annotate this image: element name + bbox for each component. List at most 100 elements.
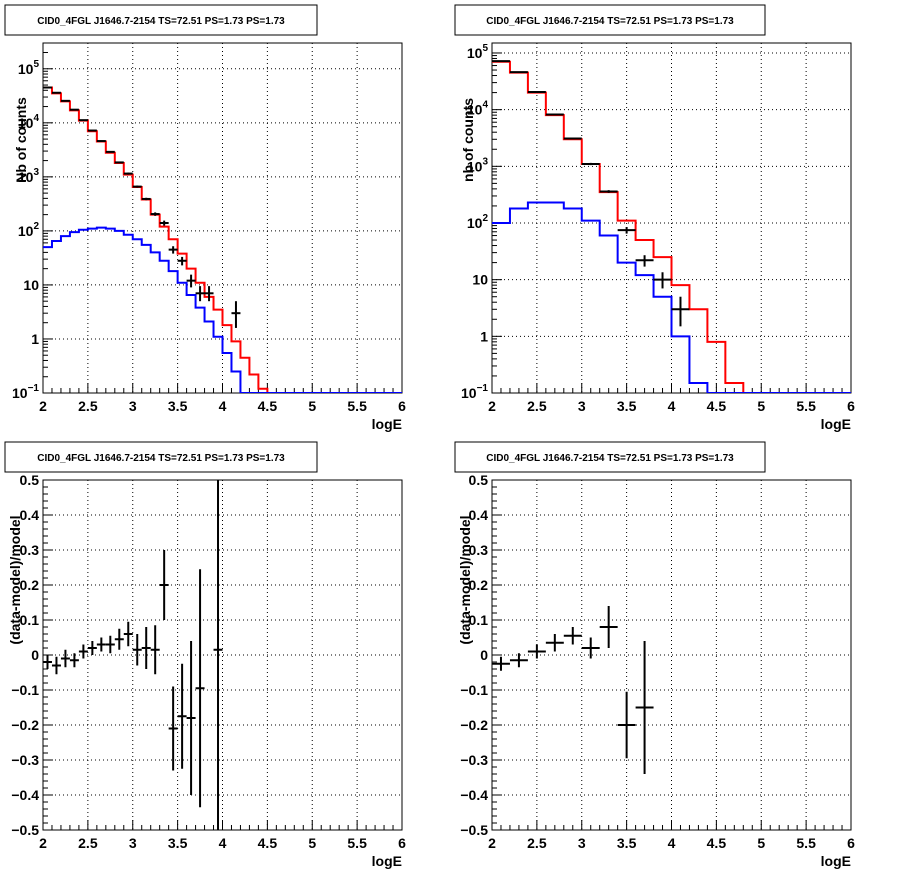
x-tick-label: 3.5 (617, 835, 637, 851)
plot-frame (42, 479, 403, 831)
y-tick-base: 10 (18, 61, 34, 77)
data-point (186, 274, 196, 288)
x-tick-label: 2.5 (527, 835, 547, 851)
data-point (168, 246, 178, 254)
x-tick-label: 5 (757, 835, 765, 851)
plot-frame (42, 42, 403, 394)
x-tick-label: 2.5 (78, 835, 98, 851)
plot-frame (491, 42, 852, 394)
chart-panel-2: 2 2.5 3 3.5 4 4.5 5 5.5 610−1110102103104105logE… (454, 4, 855, 432)
data-point (231, 301, 241, 328)
y-tick-label: 102 (18, 221, 40, 239)
y-axis-title: (data-model)/model (7, 515, 23, 644)
x-tick-label: 4.5 (707, 398, 727, 414)
y-axis-title: nb of counts (460, 98, 476, 182)
x-tick-label: 2 (488, 398, 496, 414)
y-tick-label: 105 (467, 43, 489, 61)
y-tick-label: 0.4 (469, 507, 489, 523)
chart-panel-1: 2 2.5 3 3.5 4 4.5 5 5.5 610−1110102103104105logE… (4, 4, 406, 432)
y-tick-label: 0.3 (20, 542, 40, 558)
y-axis-title: (data-model)/model (457, 515, 473, 644)
chart-title-box (4, 4, 318, 36)
data-point (563, 137, 582, 140)
chart-panel-4: 2 2.5 3 3.5 4 4.5 5 5.5 6 −0.5 −0.4 −0.3 −0.2 −0.1 0 0.… (454, 441, 855, 869)
plot-data (492, 60, 851, 393)
y-tick-label: −0.2 (460, 717, 488, 733)
x-axis-title: logE (372, 416, 402, 432)
plot-frame (491, 479, 852, 831)
residual-point (635, 641, 654, 774)
y-tick-base: 10 (467, 158, 483, 174)
y-tick-label: 0.3 (469, 542, 489, 558)
residual-point (78, 644, 88, 659)
residual-point (581, 637, 600, 659)
x-tick-label: 3.5 (617, 398, 637, 414)
x-tick-label: 3.5 (168, 835, 188, 851)
data-point (177, 256, 187, 266)
y-tick-exponent: −1 (28, 383, 40, 394)
data-point (159, 220, 169, 226)
data-point (78, 119, 88, 122)
y-tick-base: 10 (12, 385, 28, 401)
y-tick-exponent: 5 (482, 43, 488, 54)
data-point (43, 86, 52, 89)
model-source-line (43, 226, 402, 393)
residual-point (545, 634, 564, 652)
y-tick-label: 0 (31, 647, 39, 663)
y-tick-base: 10 (18, 223, 34, 239)
data-point (69, 108, 79, 111)
y-tick-label: 0.1 (20, 612, 40, 628)
y-tick-label: −0.1 (460, 682, 488, 698)
y-tick-label: −0.2 (11, 717, 39, 733)
x-tick-label: 6 (398, 835, 406, 851)
model-total-line (492, 60, 851, 393)
x-tick-label: 5.5 (347, 398, 367, 414)
residual-point (492, 656, 510, 671)
x-tick-label: 3 (578, 398, 586, 414)
residual-point (132, 634, 142, 666)
data-point (617, 226, 636, 234)
x-tick-label: 3 (578, 835, 586, 851)
residual-point (509, 653, 528, 668)
x-tick-label: 4.5 (258, 398, 278, 414)
data-point (60, 99, 70, 102)
chart-title: CID0_4FGL J1646.7-2154 TS=72.51 PS=1.73 … (486, 453, 734, 464)
data-point (599, 190, 618, 193)
chart-title-box (454, 441, 766, 473)
x-tick-label: 2 (39, 835, 47, 851)
x-tick-label: 4 (219, 835, 227, 851)
data-point (132, 185, 142, 188)
residual-point (123, 621, 133, 647)
chart-title-box (454, 4, 766, 36)
y-tick-exponent: 4 (482, 100, 488, 111)
y-tick-label: 1 (480, 328, 488, 344)
x-tick-label: 5.5 (796, 398, 816, 414)
residual-point (563, 627, 582, 645)
y-tick-label: 102 (467, 213, 489, 231)
x-tick-label: 3 (129, 398, 137, 414)
y-tick-label: 0.2 (20, 577, 40, 593)
y-tick-label: 103 (18, 167, 40, 185)
chart-title: CID0_4FGL J1646.7-2154 TS=72.51 PS=1.73 … (37, 16, 285, 27)
residual-point (617, 691, 636, 759)
residual-point (168, 686, 178, 771)
residual-point (599, 606, 618, 648)
y-tick-label: 104 (467, 100, 489, 118)
chart-title: CID0_4FGL J1646.7-2154 TS=72.51 PS=1.73 … (37, 453, 285, 464)
y-tick-label: 0.5 (469, 472, 489, 488)
y-tick-label: −0.5 (460, 822, 488, 838)
y-tick-exponent: −1 (477, 383, 489, 394)
chart-panel-3: 2 2.5 3 3.5 4 4.5 5 5.5 6 −0.5 −0.4 −0.3 −0.2 −0.1 0 0.… (4, 441, 406, 869)
residual-point (60, 649, 70, 668)
data-point (51, 91, 61, 94)
data-point (150, 212, 160, 216)
residual-point (186, 641, 196, 795)
y-tick-label: 0.4 (20, 507, 40, 523)
y-tick-label: 10 (472, 272, 488, 288)
residual-point (105, 635, 115, 654)
y-tick-base: 10 (461, 385, 477, 401)
y-tick-base: 10 (467, 45, 483, 61)
y-tick-base: 10 (23, 277, 39, 293)
y-tick-exponent: 5 (33, 59, 39, 70)
